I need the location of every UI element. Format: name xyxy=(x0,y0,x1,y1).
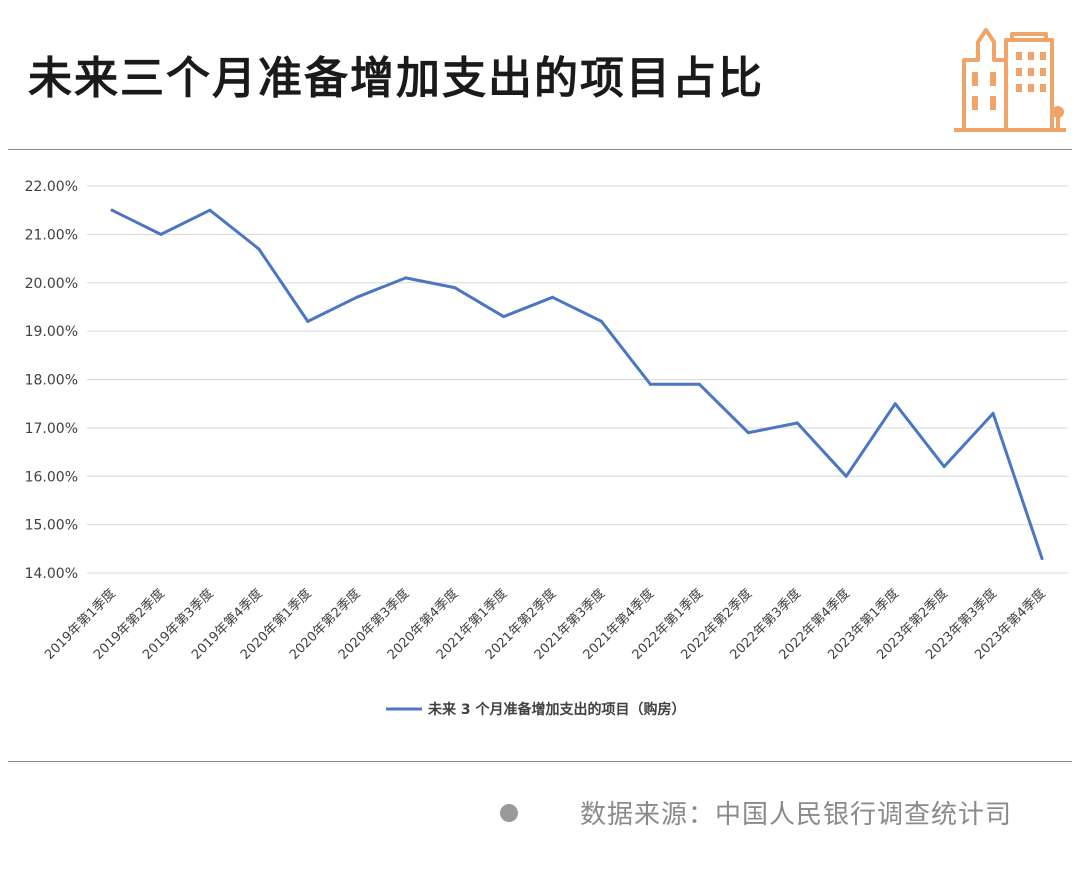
data-point xyxy=(159,232,163,236)
source-note: 数据来源：中国人民银行调查统计司 xyxy=(500,794,1012,831)
data-point xyxy=(942,465,946,469)
data-point xyxy=(795,421,799,425)
data-point xyxy=(844,474,848,478)
data-point xyxy=(257,247,261,251)
bullet-dot-icon xyxy=(500,803,518,822)
legend-label: 未来 3 个月准备增加支出的项目（购房） xyxy=(428,701,686,718)
data-point xyxy=(355,295,359,299)
data-point xyxy=(1040,556,1044,560)
grid-lines xyxy=(87,185,1068,574)
source-text: 数据来源：中国人民银行调查统计司 xyxy=(580,800,1013,830)
y-tick-label: 14.00% xyxy=(25,566,78,582)
y-tick-label: 21.00% xyxy=(25,227,78,243)
y-tick-label: 22.00% xyxy=(25,179,78,195)
bottom-divider xyxy=(8,761,1072,762)
y-axis-tick-labels: 22.00% 21.00% 20.00% 19.00% 18.00% 17.00% 16.0… xyxy=(25,179,78,582)
data-point xyxy=(306,319,310,323)
y-tick-label: 19.00% xyxy=(25,324,78,340)
y-tick-label: 18.00% xyxy=(25,373,78,389)
data-point xyxy=(208,208,212,212)
series-line-layer xyxy=(110,208,1044,560)
data-point xyxy=(648,382,652,386)
top-divider xyxy=(8,149,1072,150)
data-point xyxy=(991,411,995,415)
page-title: 未来三个月准备增加支出的项目占比 xyxy=(28,53,764,104)
data-point xyxy=(502,315,506,319)
line-chart: 22.00% 21.00% 20.00% 19.00% 18.00% 17.00% 16.0… xyxy=(25,179,1068,718)
data-point xyxy=(893,402,897,406)
city-buildings-icon xyxy=(954,28,1066,132)
data-point xyxy=(599,319,603,323)
y-tick-label: 15.00% xyxy=(25,518,78,534)
data-point xyxy=(453,286,457,290)
legend: 未来 3 个月准备增加支出的项目（购房） xyxy=(386,701,686,718)
data-point xyxy=(110,208,114,212)
y-tick-label: 17.00% xyxy=(25,421,78,437)
data-point xyxy=(551,295,555,299)
data-point xyxy=(746,431,750,435)
x-axis-tick-labels: 2019年第1季度2019年第2季度2019年第3季度2019年第4季度2020… xyxy=(41,586,1048,663)
y-tick-label: 20.00% xyxy=(25,276,78,292)
y-tick-label: 16.00% xyxy=(25,469,78,485)
data-point xyxy=(697,382,701,386)
data-point xyxy=(404,276,408,280)
series-line xyxy=(110,208,1044,560)
